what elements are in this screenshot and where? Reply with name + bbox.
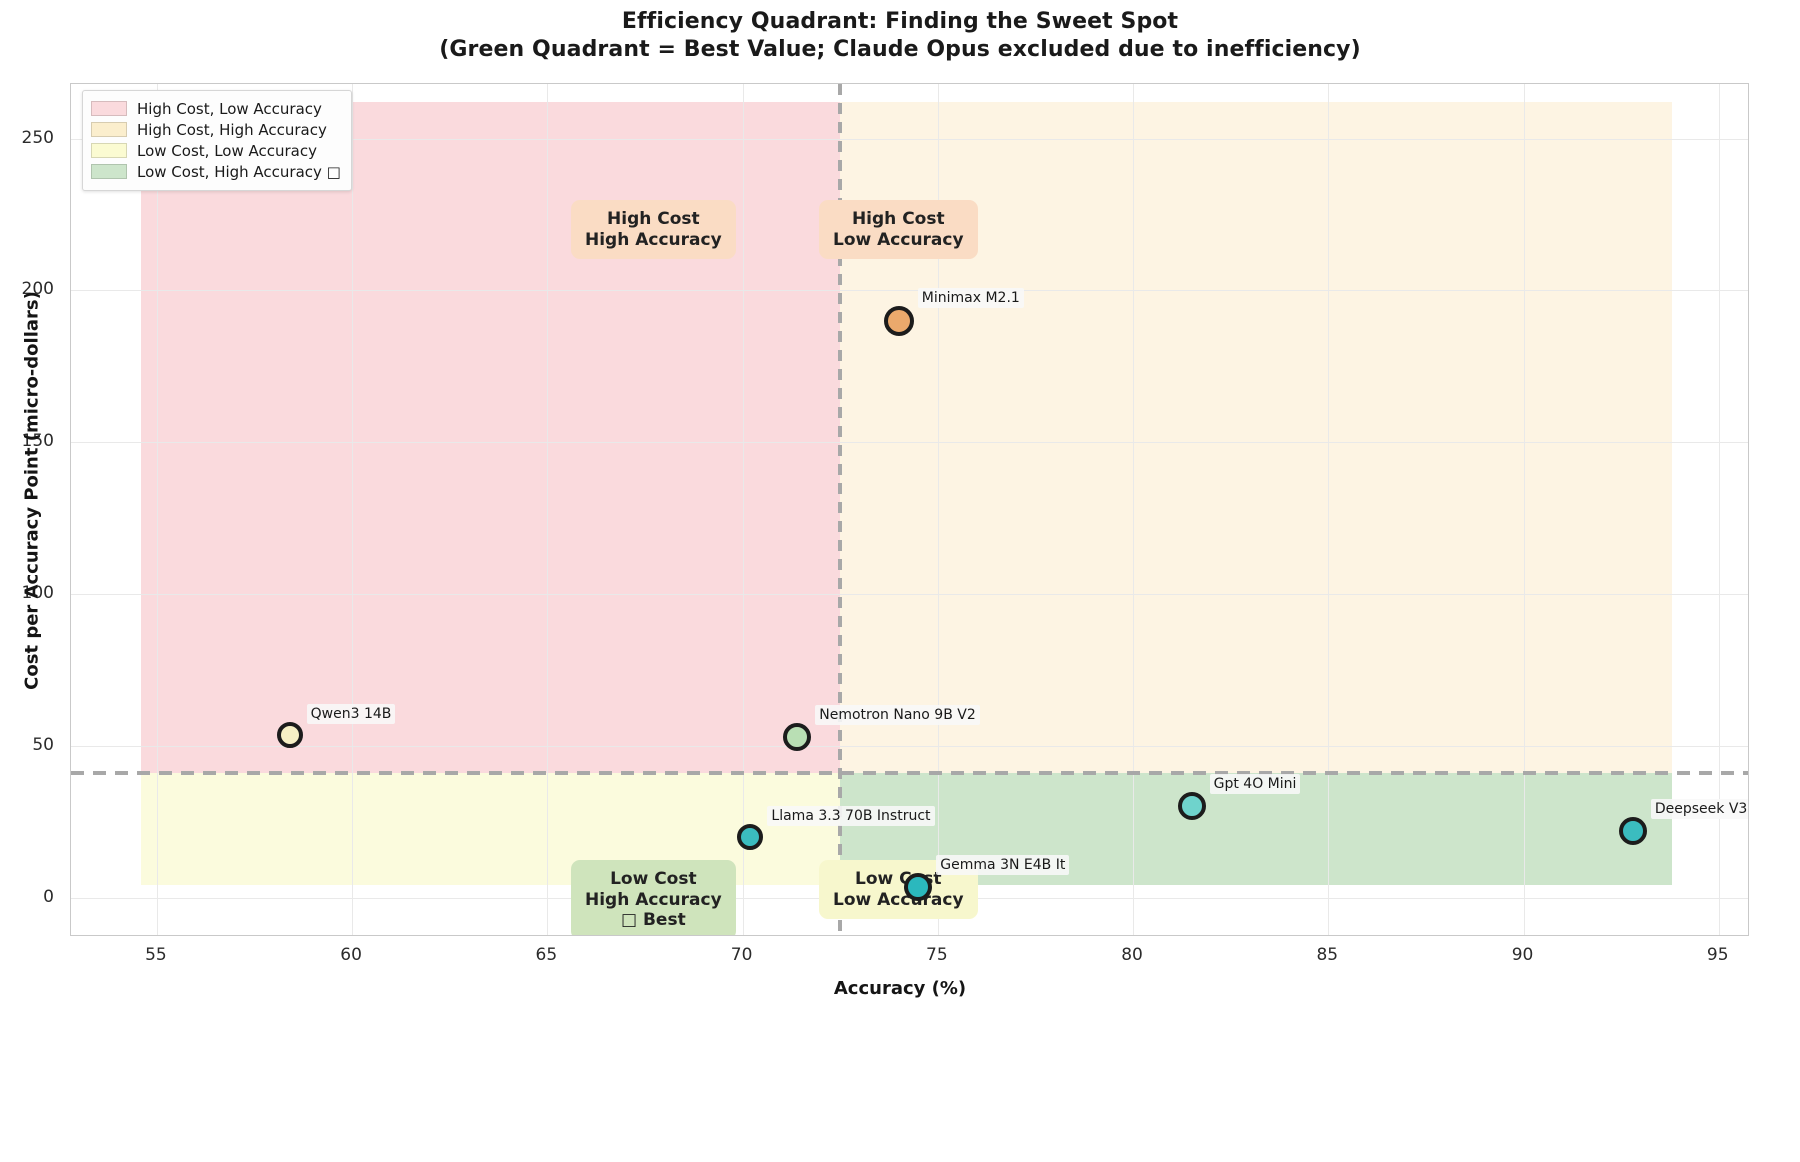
accuracy-threshold-line [838, 84, 843, 935]
legend-item[interactable]: High Cost, Low Accuracy [91, 98, 341, 119]
grid-line-horizontal [71, 290, 1748, 292]
x-tick-label: 65 [535, 945, 558, 965]
y-tick-label: 0 [43, 886, 54, 907]
title-line-1: Efficiency Quadrant: Finding the Sweet S… [621, 9, 1179, 34]
grid-line-vertical [1133, 84, 1135, 935]
title-line-2: (Green Quadrant = Best Value; Claude Opu… [439, 37, 1361, 63]
x-tick-label: 75 [926, 945, 948, 965]
quadrant-high-cost-low-accuracy [840, 102, 1672, 774]
grid-line-horizontal [71, 442, 1748, 444]
y-tick-label: 250 [21, 127, 54, 148]
quadrant-label-1: High Cost Low Accuracy [819, 200, 978, 260]
plot-area: High Cost High Accuracy High Cost Low Acc… [70, 83, 1749, 936]
legend-label: High Cost, Low Accuracy [137, 99, 322, 118]
legend-swatch-icon [91, 164, 127, 179]
legend-label: Low Cost, Low Accuracy [137, 141, 317, 160]
grid-line-horizontal [71, 745, 1748, 747]
legend-swatch-icon [91, 122, 127, 137]
scatter-point-label: Gemma 3N E4B It [936, 854, 1070, 875]
grid-line-vertical [352, 84, 354, 935]
quadrant-label-0: High Cost High Accuracy [571, 200, 736, 260]
legend-item[interactable]: Low Cost, Low Accuracy [91, 140, 341, 161]
quadrant-high-cost-high-accuracy [141, 102, 841, 774]
legend-item[interactable]: Low Cost, High Accuracy □ [91, 161, 341, 182]
x-tick-label: 80 [1121, 945, 1143, 965]
x-tick-label: 95 [1706, 945, 1729, 965]
y-tick-label: 150 [21, 431, 54, 452]
scatter-point[interactable] [1177, 792, 1206, 821]
scatter-point-label: Qwen3 14B [306, 704, 396, 725]
x-tick-label: 70 [730, 945, 753, 965]
scatter-point-label: Deepseek V3.2 [1650, 798, 1748, 819]
quadrant-label-2: Low Cost High Accuracy □ Best [571, 860, 736, 935]
grid-line-horizontal [71, 593, 1748, 595]
grid-line-vertical [937, 84, 939, 935]
grid-line-vertical [742, 84, 744, 935]
scatter-point-label: Nemotron Nano 9B V2 [815, 704, 980, 725]
grid-line-vertical [1328, 84, 1330, 935]
grid-line-vertical [1523, 84, 1525, 935]
scatter-point-label: Minimax M2.1 [917, 287, 1024, 308]
scatter-point[interactable] [883, 305, 914, 336]
x-tick-label: 60 [340, 945, 362, 965]
grid-line-vertical [156, 84, 158, 935]
scatter-point[interactable] [904, 872, 933, 901]
y-tick-label: 50 [32, 734, 54, 755]
legend-label: High Cost, High Accuracy [137, 120, 327, 139]
x-tick-label: 90 [1511, 945, 1534, 965]
scatter-point[interactable] [1618, 816, 1647, 845]
grid-line-horizontal [71, 138, 1748, 140]
x-tick-label: 55 [145, 945, 167, 965]
y-tick-label: 100 [21, 582, 54, 603]
legend-label: Low Cost, High Accuracy □ [137, 162, 341, 181]
scatter-point[interactable] [783, 722, 812, 751]
legend-swatch-icon [91, 143, 127, 158]
scatter-point-label: Gpt 4O Mini [1209, 774, 1301, 795]
scatter-point[interactable] [737, 823, 764, 850]
scatter-point-label: Llama 3.3 70B Instruct [767, 805, 935, 826]
grid-line-vertical [1718, 84, 1720, 935]
chart-legend: High Cost, Low Accuracy High Cost, High A… [82, 90, 352, 191]
legend-swatch-icon [91, 101, 127, 116]
y-tick-label: 200 [21, 279, 54, 300]
plot-inner: High Cost High Accuracy High Cost Low Acc… [71, 84, 1748, 935]
cost-threshold-line [71, 771, 1748, 776]
grid-line-vertical [547, 84, 549, 935]
x-tick-label: 85 [1316, 945, 1339, 965]
legend-item[interactable]: High Cost, High Accuracy [91, 119, 341, 140]
y-axis-label: Cost per Accuracy Point (micro-dollars) [21, 291, 43, 690]
x-axis-label: Accuracy (%) [833, 978, 967, 999]
scatter-point[interactable] [276, 722, 303, 749]
chart-title: Efficiency Quadrant: Finding the Sweet S… [0, 8, 1800, 64]
